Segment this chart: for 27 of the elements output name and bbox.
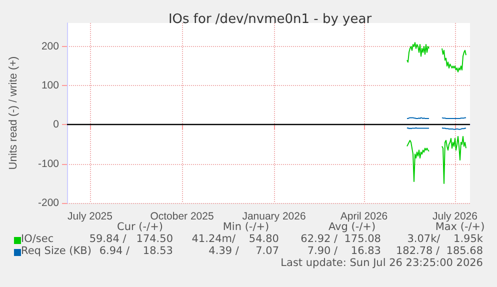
legend-label: IO/sec <box>21 233 54 245</box>
text: Cur (-/+) <box>117 221 163 233</box>
text: 6.94 / 18.53 <box>99 245 173 257</box>
text: 3.07k/ 1.95k <box>407 233 483 245</box>
text: Max (-/+) <box>435 221 485 233</box>
y-tick-label: -200 <box>38 197 60 209</box>
chart-title: IOs for /dev/nvme0n1 - by year <box>168 12 372 27</box>
x-tick-label: October 2025 <box>150 210 214 222</box>
text: 62.92 / 175.08 <box>300 233 381 245</box>
text: 4.39 / 7.07 <box>208 245 279 257</box>
y-axis-title: Units read (-) / write (+) <box>8 56 20 170</box>
text: 59.84 / 174.50 <box>89 233 173 245</box>
y-tick-label: -100 <box>38 158 60 170</box>
text: Avg (-/+) <box>328 221 376 233</box>
x-tick-label: July 2026 <box>432 210 478 222</box>
y-tick-label: 200 <box>41 40 60 52</box>
x-tick-label: January 2026 <box>242 210 306 222</box>
text: Min (-/+) <box>222 221 270 233</box>
y-tick-label: 100 <box>41 80 60 92</box>
x-tick-label: April 2026 <box>340 210 388 222</box>
text: 182.78 / 185.68 <box>396 245 483 257</box>
y-tick-label: 0 <box>53 118 60 131</box>
text: Last update: Sun Jul 26 23:25:00 2026 <box>280 257 483 269</box>
text: 41.24m/ 54.80 <box>192 233 279 245</box>
legend-label: Req Size (KB) <box>21 245 92 257</box>
x-tick-label: July 2025 <box>68 210 113 222</box>
text: 7.90 / 16.83 <box>307 245 381 257</box>
